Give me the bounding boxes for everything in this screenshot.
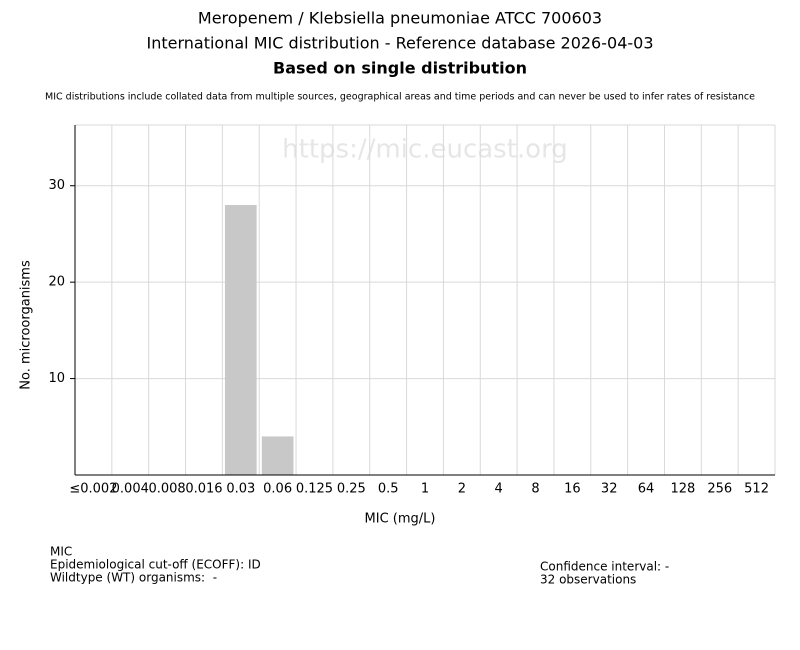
- x-tick-label: 256: [707, 482, 732, 497]
- y-tick-label: 10: [48, 371, 65, 386]
- x-tick-label: 128: [670, 482, 695, 497]
- footer-text: MIC: [50, 545, 72, 559]
- x-tick-label: 32: [601, 482, 618, 497]
- x-tick-label: 0.06: [263, 482, 292, 497]
- y-tick-label: 30: [48, 178, 65, 193]
- x-tick-label: 16: [564, 482, 581, 497]
- y-tick-label: 20: [48, 275, 65, 290]
- footer-text: Epidemiological cut-off (ECOFF): ID: [50, 558, 261, 572]
- footer-text: Confidence interval: -: [540, 560, 669, 574]
- x-tick-label: 0.004: [112, 482, 149, 497]
- chart-title: Meropenem / Klebsiella pneumoniae ATCC 7…: [198, 9, 602, 28]
- note: MIC distributions include collated data …: [45, 92, 755, 103]
- x-tick-label: 0.125: [296, 482, 333, 497]
- y-axis-label: No. microorganisms: [19, 260, 34, 390]
- x-tick-label: 8: [531, 482, 539, 497]
- x-tick-label: 0.016: [185, 482, 222, 497]
- x-tick-label: 0.03: [226, 482, 255, 497]
- bar: [261, 436, 294, 475]
- x-tick-label: ≤0.002: [69, 482, 117, 497]
- x-tick-label: 0.5: [378, 482, 399, 497]
- x-tick-label: 2: [458, 482, 466, 497]
- x-tick-label: 512: [744, 482, 769, 497]
- footer-text: 32 observations: [540, 573, 636, 587]
- x-tick-label: 64: [638, 482, 655, 497]
- chart-subtitle: International MIC distribution - Referen…: [146, 34, 653, 53]
- footer-text: Wildtype (WT) organisms: -: [50, 571, 217, 585]
- watermark: https://mic.eucast.org: [282, 135, 568, 165]
- bar: [224, 205, 257, 476]
- x-tick-label: 0.25: [337, 482, 366, 497]
- chart-subtitle: Based on single distribution: [273, 59, 527, 78]
- x-tick-label: 4: [495, 482, 503, 497]
- x-tick-label: 0.008: [148, 482, 185, 497]
- x-tick-label: 1: [421, 482, 429, 497]
- x-axis-label: MIC (mg/L): [365, 512, 436, 527]
